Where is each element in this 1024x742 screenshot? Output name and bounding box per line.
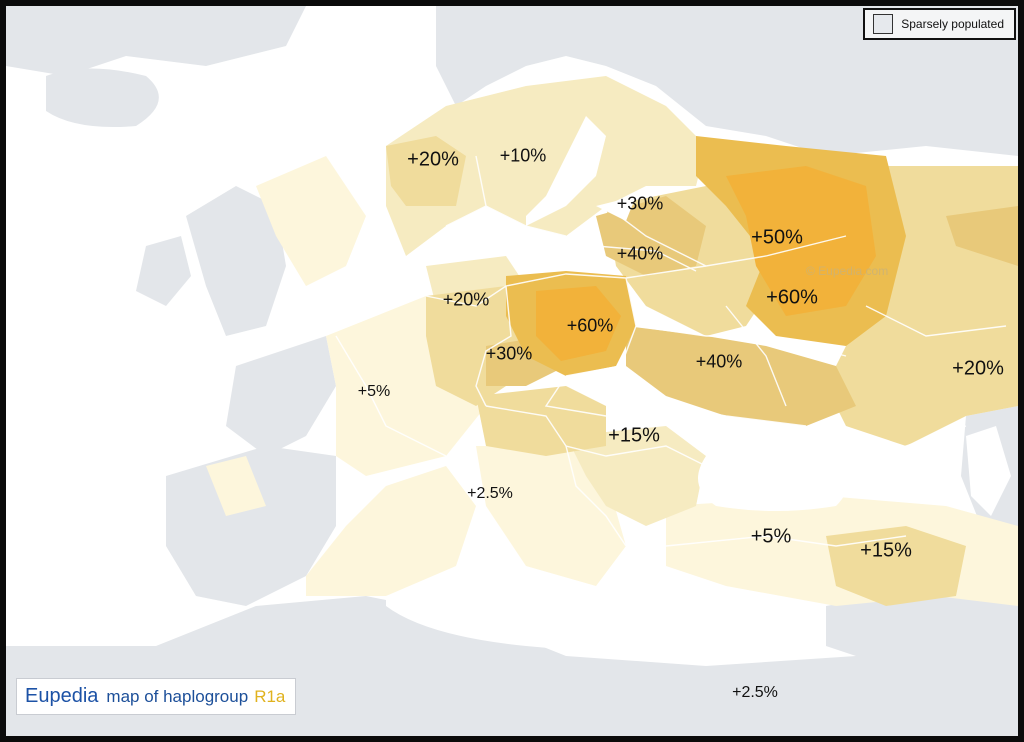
sparsely-populated-swatch — [873, 14, 894, 34]
peak-land — [536, 166, 876, 361]
label-norway: +20% — [407, 148, 459, 171]
label-balkans: +15% — [608, 424, 660, 447]
label-volga: +20% — [952, 357, 1004, 380]
label-germany: +20% — [442, 289, 490, 310]
label-anatolia: +5% — [750, 525, 792, 548]
map-canvas — [6, 6, 1018, 736]
title-text: map of haplogroup — [106, 687, 249, 706]
label-belarus: +40% — [616, 243, 664, 264]
legend-label: Sparsely populated — [901, 17, 1004, 31]
map-title: Eupedia map of haplogroup R1a — [16, 678, 297, 715]
map-frame: Sparsely populated © Eupedia.com +20% +1… — [6, 6, 1018, 736]
label-czech: +30% — [485, 343, 533, 364]
watermark: © Eupedia.com — [806, 264, 889, 278]
legend: Sparsely populated — [863, 8, 1016, 40]
label-russia-ukraine: +60% — [766, 286, 818, 309]
label-poland: +60% — [566, 315, 614, 336]
label-north-africa: +2.5% — [732, 684, 778, 701]
seas — [386, 116, 1011, 651]
sparse-land — [6, 6, 1018, 736]
label-ukraine: +40% — [695, 351, 743, 372]
country-borders — [335, 155, 1007, 547]
label-france: +5% — [357, 383, 391, 400]
label-baltics: +30% — [616, 193, 664, 214]
label-sweden: +10% — [499, 145, 547, 166]
title-haplogroup: R1a — [254, 687, 286, 706]
label-russia: +50% — [751, 226, 803, 249]
label-italy: +2.5% — [467, 485, 513, 502]
title-brand: Eupedia — [25, 685, 99, 707]
label-caucasus: +15% — [860, 539, 912, 562]
